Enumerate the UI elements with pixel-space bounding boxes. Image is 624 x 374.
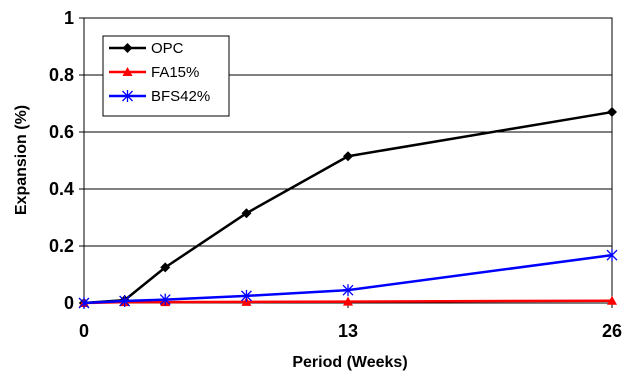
data-point [343, 151, 353, 162]
legend-item: FA15% [109, 64, 199, 81]
y-tick-label: 0.8 [49, 65, 74, 85]
data-point [607, 107, 617, 118]
legend-label: FA15% [151, 64, 199, 81]
x-axis-ticks: 0 13 26 [79, 303, 622, 341]
y-tick-label: 1 [64, 8, 74, 28]
data-point [159, 293, 171, 306]
data-point [343, 296, 353, 306]
data-point [607, 295, 617, 305]
x-tick-label: 0 [79, 321, 89, 341]
data-point [119, 295, 131, 308]
data-point [160, 262, 171, 273]
x-tick-label: 13 [338, 321, 358, 341]
legend-label: OPC [151, 40, 184, 57]
y-tick-label: 0 [64, 293, 74, 313]
legend-item: OPC [109, 40, 184, 57]
x-tick-label: 26 [602, 321, 622, 341]
x-axis-label: Period (Weeks) [292, 354, 407, 371]
data-point [241, 208, 252, 219]
series-opc [79, 107, 617, 308]
data-point [122, 90, 133, 102]
legend: OPC FA15% BFS42% [102, 35, 230, 117]
data-point [78, 297, 90, 309]
legend-label: BFS42% [151, 88, 210, 105]
series-bfs42- [78, 249, 618, 309]
y-tick-label: 0.2 [49, 236, 74, 256]
legend-item: BFS42% [109, 88, 210, 105]
data-point [342, 284, 354, 297]
y-axis-label: Expansion (%) [13, 105, 30, 215]
series-fa15- [79, 295, 617, 307]
data-point [122, 67, 133, 76]
series-line [83, 110, 613, 305]
data-point [122, 43, 133, 53]
data-point [241, 289, 252, 302]
y-axis-ticks: 0 0.2 0.4 0.6 0.8 1 [49, 8, 84, 313]
y-tick-label: 0.6 [49, 122, 74, 142]
y-tick-label: 0.4 [49, 179, 74, 199]
data-point [606, 249, 618, 262]
series-layer [78, 107, 618, 309]
series-line [83, 253, 613, 305]
